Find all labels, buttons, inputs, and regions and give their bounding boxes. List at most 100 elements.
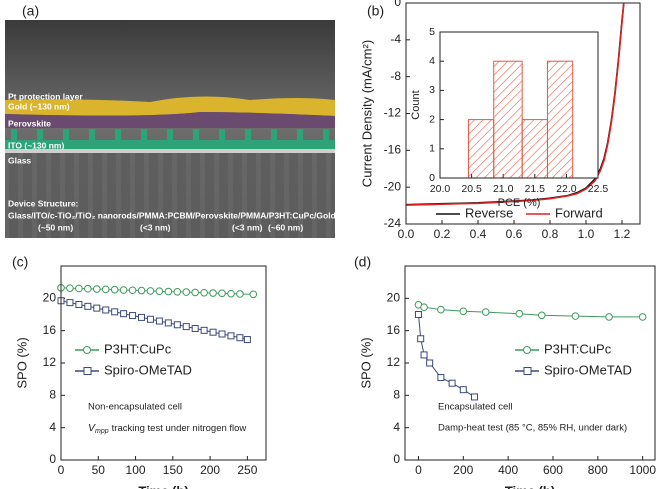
- marker: [471, 393, 479, 401]
- y-tick-label: 4: [49, 420, 56, 434]
- marker: [66, 299, 74, 307]
- y-axis-label: SPO (%): [358, 337, 373, 388]
- x-axis-label: Time (h): [505, 483, 555, 489]
- marker: [182, 288, 191, 296]
- legend-label: Reverse: [465, 205, 513, 220]
- marker: [191, 288, 199, 297]
- marker: [448, 379, 456, 387]
- layer-label: Pt protection layer: [8, 91, 83, 101]
- panel-label: (c): [12, 254, 28, 270]
- annotation-part: mpp: [95, 428, 109, 435]
- y-axis-label: Count: [410, 90, 422, 119]
- marker: [515, 309, 524, 318]
- legend-label: Forward: [555, 205, 603, 220]
- x-tick-label: 100: [126, 463, 146, 477]
- legend-marker: [523, 367, 532, 375]
- y-tick-label: -12: [384, 106, 402, 120]
- x-tick-label: 0.0: [398, 227, 415, 241]
- marker: [84, 284, 92, 293]
- marker: [137, 286, 146, 295]
- marker: [129, 312, 137, 320]
- marker: [75, 284, 83, 293]
- layer-label: Perovskite: [8, 118, 51, 128]
- marker: [537, 311, 546, 320]
- thickness-label: (<3 nm): [140, 222, 171, 232]
- y-tick-label: 4: [393, 420, 400, 434]
- x-tick-label: 1000: [629, 463, 656, 477]
- x-tick-label: 22.0: [556, 183, 577, 195]
- histogram-bar: [521, 119, 548, 179]
- marker: [92, 285, 101, 293]
- marker: [75, 300, 83, 308]
- y-axis-label: SPO (%): [14, 337, 29, 388]
- x-axis-label: PCE (%): [498, 197, 541, 209]
- plot-frame: [60, 265, 267, 461]
- marker: [128, 286, 137, 295]
- x-tick-label: 1.2: [614, 227, 631, 241]
- x-tick-label: 0: [58, 463, 65, 477]
- marker: [236, 290, 244, 298]
- histogram-bar: [493, 60, 523, 179]
- x-tick-label: 200: [453, 463, 473, 477]
- legend-marker: [523, 346, 531, 354]
- y-tick-label: 16: [387, 323, 401, 337]
- annotation: Damp-heat test (85 °C, 85% RH, under dar…: [438, 423, 627, 434]
- annotation-part: V: [88, 422, 96, 434]
- panel-label: (d): [354, 254, 371, 270]
- histogram-bar: [546, 60, 574, 179]
- marker: [146, 287, 155, 295]
- series-line: [60, 287, 254, 295]
- x-tick-label: 20.5: [461, 183, 482, 195]
- marker: [191, 324, 199, 332]
- y-tick-label: 0: [393, 452, 400, 466]
- plot-frame: [404, 265, 656, 461]
- marker: [426, 359, 434, 367]
- marker: [236, 334, 244, 342]
- annotation: Encapsulated cell: [438, 402, 512, 413]
- x-tick-label: 800: [588, 463, 608, 477]
- marker: [209, 289, 217, 297]
- marker: [437, 374, 445, 382]
- layer-label: Glass: [8, 155, 31, 165]
- annotation: Non-encapsulated cell: [88, 402, 182, 413]
- y-tick-label: -8: [390, 69, 401, 83]
- x-axis-label: Time (h): [138, 483, 188, 489]
- y-tick-label: 0: [394, 0, 401, 9]
- marker: [200, 288, 208, 297]
- y-tick-label: 0: [429, 172, 435, 184]
- y-tick-label: 20: [387, 291, 401, 305]
- x-tick-label: 0.6: [506, 227, 523, 241]
- marker: [481, 308, 490, 316]
- marker: [102, 306, 110, 314]
- x-tick-label: 250: [237, 463, 257, 477]
- y-tick-label: -16: [384, 143, 402, 157]
- y-tick-label: -24: [384, 216, 402, 230]
- histogram-bar: [467, 119, 495, 179]
- thickness-label: (~50 nm): [38, 222, 73, 232]
- marker: [110, 285, 119, 294]
- marker: [605, 313, 613, 321]
- marker: [571, 312, 580, 320]
- marker: [164, 287, 173, 296]
- marker: [459, 307, 468, 316]
- marker: [417, 335, 425, 343]
- marker: [209, 328, 217, 336]
- x-tick-label: 0: [415, 463, 422, 477]
- series-line: [418, 304, 643, 318]
- y-tick-label: 5: [429, 26, 435, 38]
- y-tick-label: 4: [429, 55, 435, 67]
- marker: [66, 284, 74, 292]
- marker: [218, 330, 226, 338]
- marker: [155, 317, 163, 325]
- marker: [414, 311, 422, 318]
- y-tick-label: -20: [384, 179, 402, 193]
- legend-label: Spiro-OMeTAD: [104, 362, 192, 377]
- structure-text: Glass/ITO/c-TiO₂/TiO₂ nanorods/PMMA:PCBM…: [8, 210, 336, 220]
- marker: [138, 313, 146, 321]
- y-tick-label: 20: [43, 291, 57, 305]
- y-tick-label: 1: [429, 143, 435, 155]
- x-tick-label: 1.0: [578, 227, 595, 241]
- y-tick-label: 2: [429, 113, 435, 125]
- x-tick-label: 22.5: [588, 183, 609, 195]
- sem-image: [5, 20, 335, 238]
